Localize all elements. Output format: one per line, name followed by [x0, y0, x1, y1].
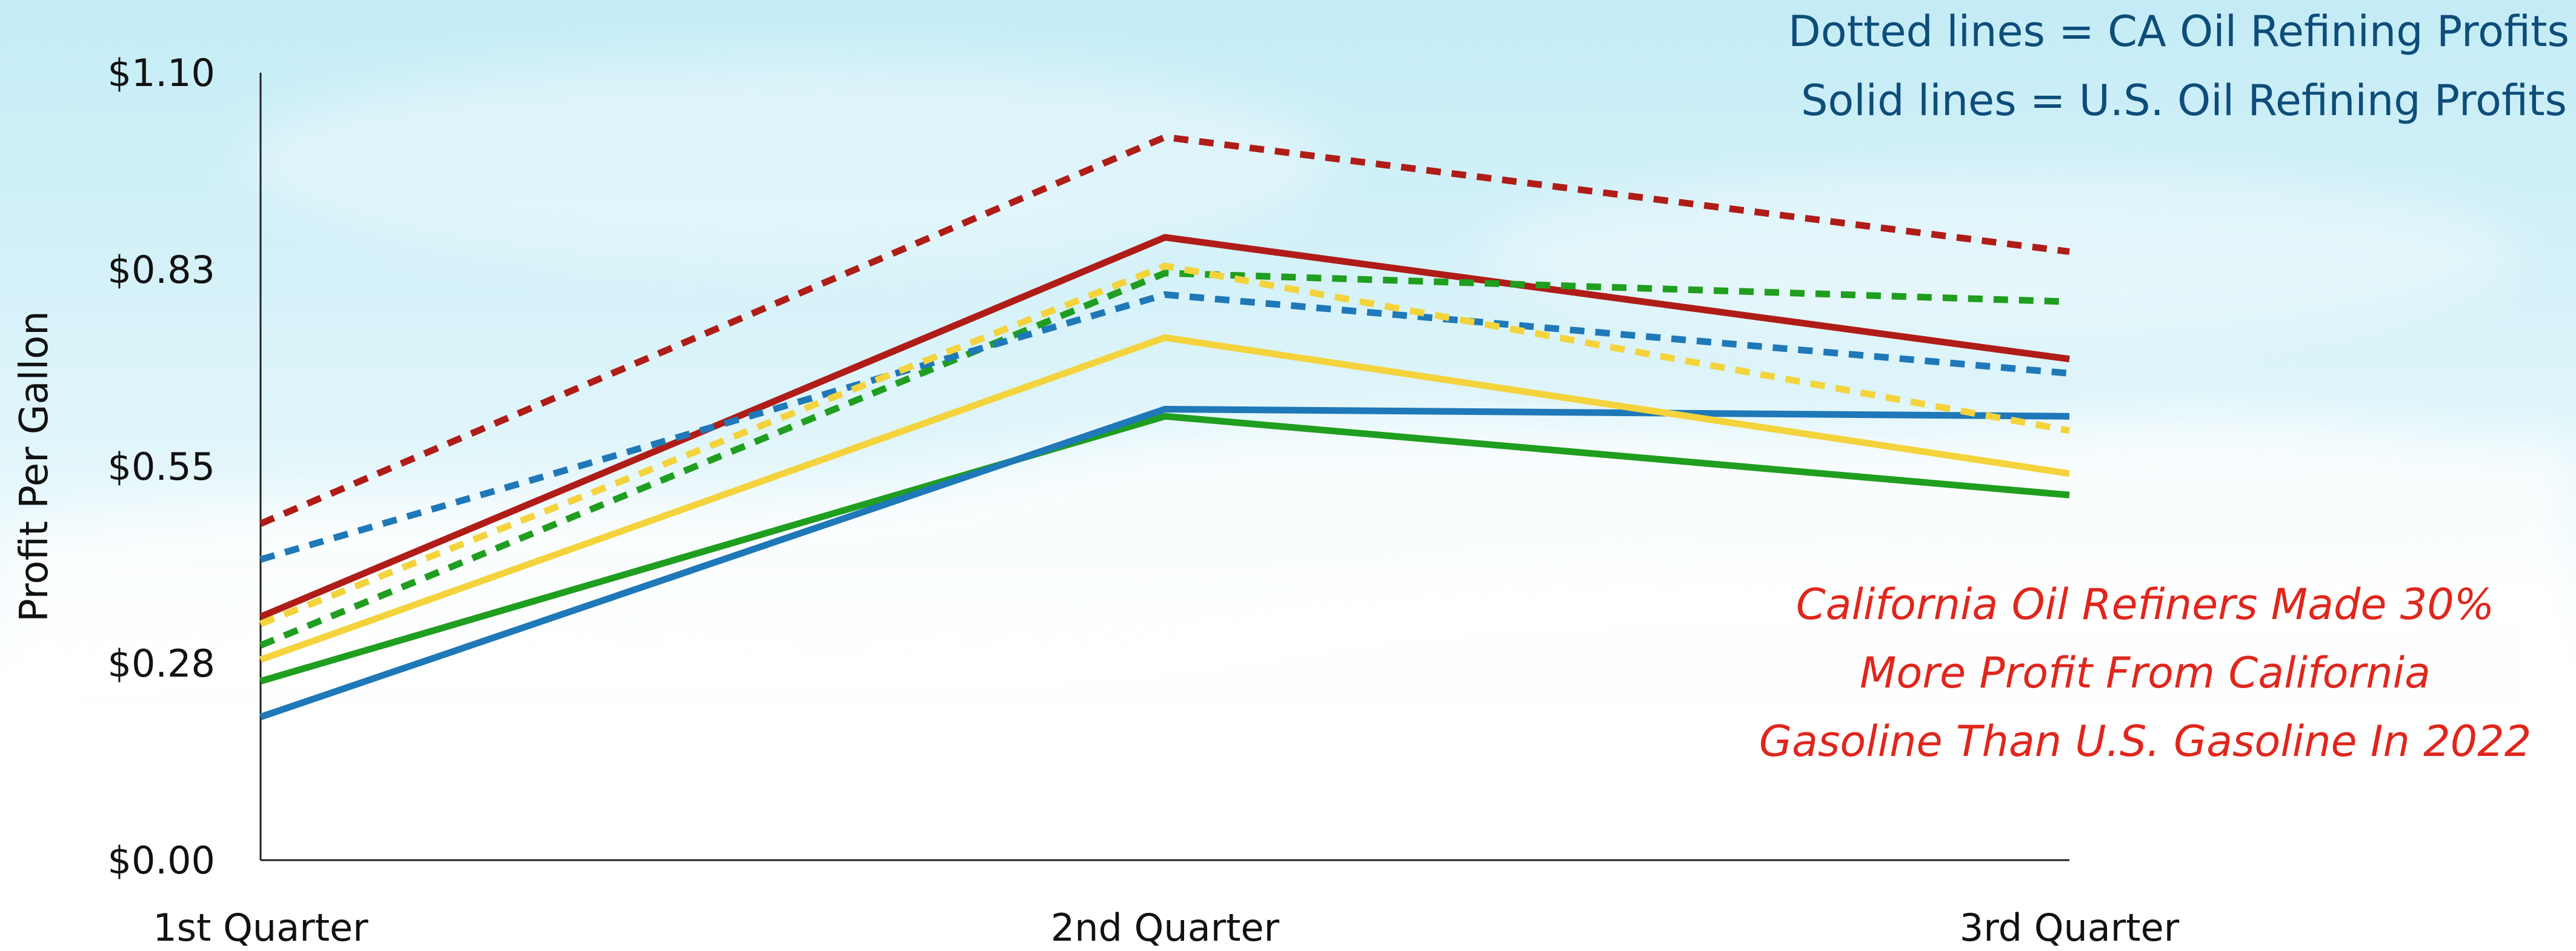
callout-line-2: More Profit From California [1860, 648, 2431, 698]
callout-line-1: California Oil Refiners Made 30% [1796, 580, 2495, 629]
y-axis-title: Profit Per Gallon [12, 311, 57, 622]
series-line-dotted-6 [259, 262, 2070, 628]
y-tick-label: $0.28 [108, 641, 216, 686]
y-tick-label: $0.83 [108, 248, 216, 292]
series-line-dotted-0 [259, 133, 2070, 527]
callout-line-3: Gasoline Than U.S. Gasoline In 2022 [1759, 717, 2532, 766]
series-line-dotted-4 [259, 291, 2070, 563]
x-tick-label: 1st Quarter [153, 906, 368, 950]
y-tick-label: $1.10 [108, 51, 216, 95]
y-tick-label: $0.55 [108, 445, 216, 489]
y-tick-label: $0.00 [108, 838, 216, 883]
axes [259, 73, 2069, 861]
series-line-solid-7 [259, 334, 2070, 663]
x-tick-label: 3rd Quarter [1960, 906, 2180, 950]
series-line-solid-1 [259, 234, 2070, 620]
legend-note-solid: Solid lines = U.S. Oil Refining Profits [1801, 76, 2567, 125]
x-tick-label: 2nd Quarter [1051, 906, 1280, 950]
legend-note-dotted: Dotted lines = CA Oil Refining Profits [1788, 7, 2569, 56]
series-line-solid-3 [259, 413, 2070, 684]
series-line-dotted-2 [259, 270, 2070, 649]
series-line-solid-5 [259, 405, 2070, 720]
series-lines [259, 133, 2070, 720]
y-tick-labels: $0.00 $0.28 $0.55 $0.83 $1.10 [108, 51, 216, 883]
x-tick-labels: 1st Quarter 2nd Quarter 3rd Quarter [153, 906, 2179, 950]
